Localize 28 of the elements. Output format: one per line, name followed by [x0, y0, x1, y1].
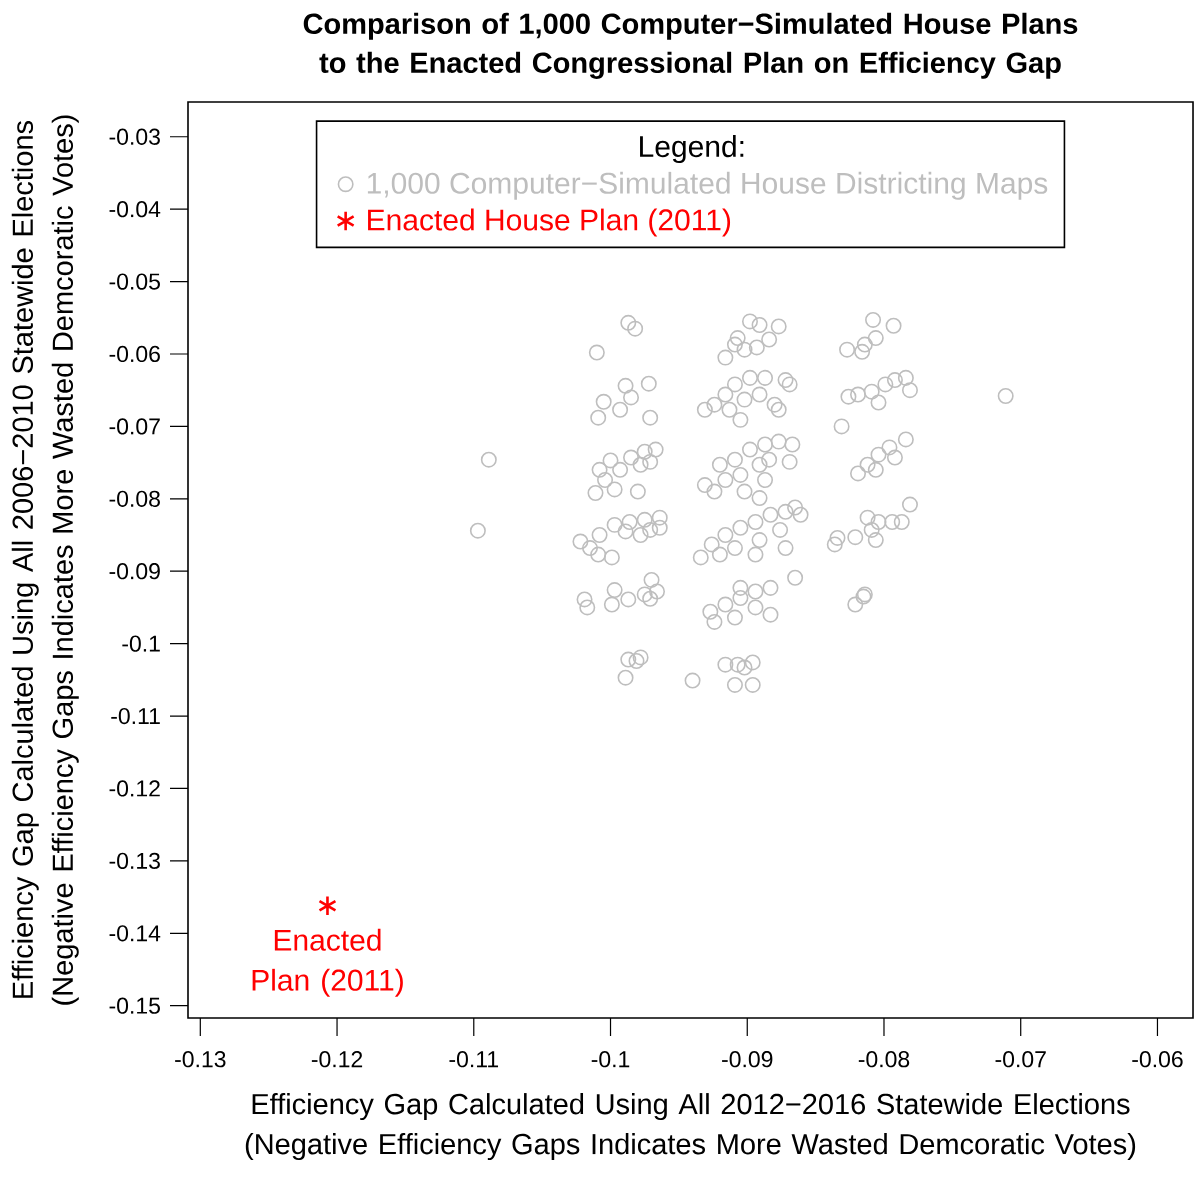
y-tick-label: -0.14	[109, 925, 161, 942]
y-axis-title: Efficiency Gap Calculated Using All 2006−2010 Statewide Elections (Negative Efficiency Gaps Indicates More Wasted Demcoratic Votes)	[11, 115, 79, 1005]
y-tick-label: -0.13	[109, 852, 160, 869]
y-tick-label: -0.04	[109, 201, 161, 218]
x-axis-title: Efficiency Gap Calculated Using All 2012−2016 Statewide Elections (Negative Efficiency Gaps Indicates More Wasted Demcoratic Votes)	[245, 1093, 1136, 1161]
y-tick-label: -0.03	[109, 128, 160, 145]
x-tick-label: -0.09	[722, 1051, 773, 1068]
x-tick-label: -0.13	[175, 1051, 226, 1068]
y-tick-label: -0.1	[122, 635, 160, 652]
x-tick-label: -0.07	[995, 1051, 1046, 1068]
y-tick-label: -0.05	[109, 273, 160, 290]
y-tick-label: -0.12	[109, 780, 160, 797]
chart-title: Comparison of 1,000 Computer−Simulated House Plans to the Enacted Congressional Plan on Efficiency Gap	[303, 12, 1078, 79]
y-tick-label: -0.11	[111, 707, 160, 725]
legend-title: Legend:	[640, 135, 744, 164]
x-tick-label: -0.1	[591, 1051, 630, 1068]
y-tick-label: -0.09	[109, 563, 160, 580]
x-tick-label: -0.08	[858, 1051, 910, 1068]
x-tick-label: -0.11	[449, 1051, 499, 1068]
x-tick-label: -0.06	[1132, 1051, 1183, 1068]
y-tick-label: -0.06	[109, 345, 160, 363]
y-tick-label: -0.15	[109, 997, 160, 1014]
y-tick-label: -0.08	[109, 490, 160, 507]
legend-label: 1,000 Computer−Simulated House Districting Maps	[367, 171, 1048, 200]
x-tick-label: -0.12	[311, 1051, 363, 1068]
y-tick-label: -0.07	[109, 418, 160, 435]
annotation: Enacted Plan (2011)	[252, 928, 403, 997]
legend-label: Enacted House Plan (2011)	[368, 208, 731, 237]
